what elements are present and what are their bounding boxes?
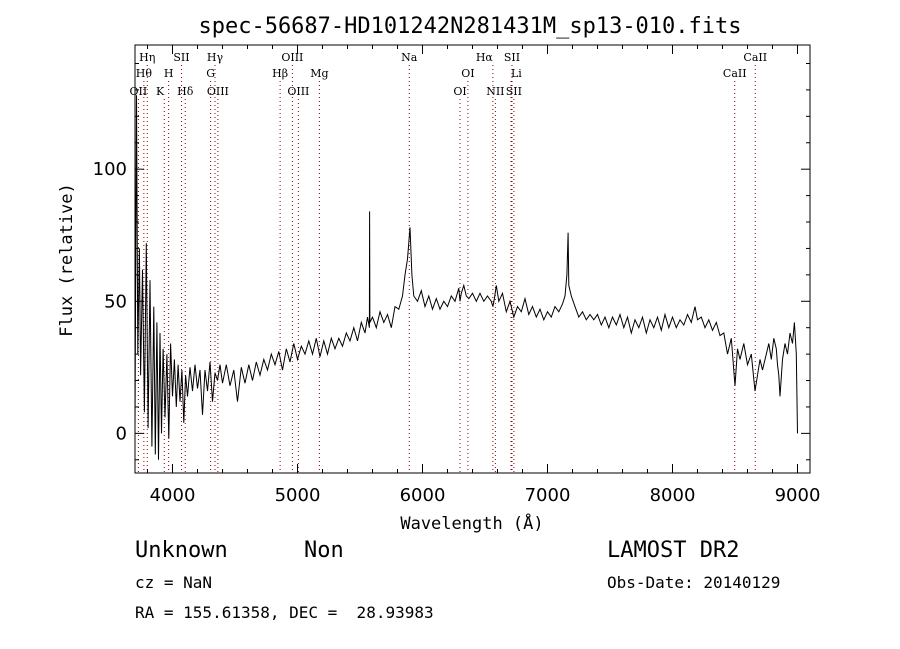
x-tick-label: 4000 [150,485,196,506]
plot-frame [134,44,811,474]
spectral-line-label: Hβ [272,67,288,80]
spectral-line-label: SII [504,51,520,64]
spectral-line-label: Mg [310,67,328,80]
axis-ticks: 4000 5000 6000 7000 8000 9000 0 50 100 [93,45,821,506]
x-tick-label: 9000 [775,485,821,506]
y-tick-label: 100 [93,159,127,180]
survey-name: LAMOST DR2 [607,538,740,563]
x-tick-label: 6000 [400,485,446,506]
spectral-line-label: H [164,67,174,80]
redshift-text: cz = NaN [135,573,213,592]
x-tick-label: 7000 [525,485,571,506]
x-axis-label: Wavelength (Å) [400,512,543,534]
y-tick-label: 50 [104,291,127,312]
spectral-line-label: SII [506,85,522,98]
spectral-line-label: OI [461,67,474,80]
spectral-line-label: CaII [743,51,767,64]
spectral-line-label: OIII [207,85,229,98]
x-tick-label: 5000 [275,485,321,506]
spectral-line-label: SII [173,51,189,64]
spectral-line-label: CaII [723,67,747,80]
y-tick-label: 0 [116,423,127,444]
spectral-line-label: Hγ [207,51,224,64]
spectral-line-label: Hη [139,51,155,64]
obs-date: Obs-Date: 20140129 [607,573,781,592]
spectral-line-label: OIII [287,85,309,98]
spectral-line-label: NII [486,85,504,98]
spectral-line-label: OI [453,85,466,98]
spectral-line-label: OIII [281,51,303,64]
spectral-line-label: G [206,67,215,80]
spectral-line-label: Hα [476,51,494,64]
chart-title: spec-56687-HD101242N281431M_sp13-010.fit… [198,14,741,39]
spectral-line-label: Hθ [136,67,153,80]
object-subclass: Non [304,538,344,563]
object-class: Unknown [135,538,228,563]
spectral-line-label: Li [511,67,522,80]
spectral-line-label: K [156,85,165,98]
x-tick-label: 8000 [650,485,696,506]
y-axis-label: Flux (relative) [57,183,77,337]
spectrum-series-line [134,95,798,460]
coordinates-text: RA = 155.61358, DEC = 28.93983 [135,603,434,622]
spectral-line-label: Hδ [177,85,194,98]
spectral-line-label: OII [130,85,148,98]
spectral-line-markers: OIIHηHθKHSIIHδHγGOIIIOIIIHβOIIIMgNaOIOIH… [130,51,767,473]
spectral-line-label: Na [401,51,418,64]
